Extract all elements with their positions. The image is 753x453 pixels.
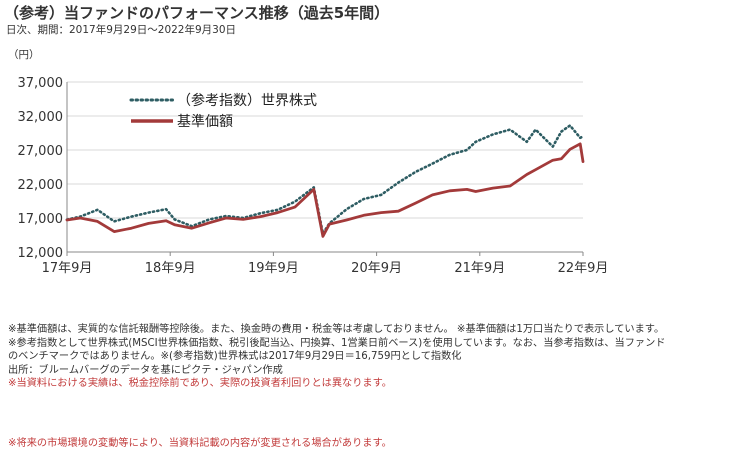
x-tick-label: 18年9月 (145, 261, 196, 276)
x-tick-label: 20年9月 (351, 261, 402, 276)
x-tick-label: 19年9月 (248, 261, 299, 276)
x-tick-labels: 17年9月 18年9月 19年9月 20年9月 21年9月 22年9月 (42, 261, 609, 276)
y-axis-unit-label: （円） (8, 49, 40, 61)
y-tick-label: 27,000 (18, 144, 64, 159)
legend-label-benchmark: （参考指数）世界株式 (177, 92, 317, 109)
y-tick-labels: 12,000 17,000 22,000 27,000 32,000 37,000 (18, 76, 64, 261)
footnote-line: ※参考指数として世界株式(MSCI世界株価指数、税引後配当込、円換算、1営業日前… (8, 337, 666, 349)
performance-chart: 12,000 17,000 22,000 27,000 32,000 37,000 17年… (18, 76, 609, 276)
chart-axes (66, 82, 584, 256)
y-tick-label: 37,000 (18, 76, 64, 91)
y-tick-label: 17,000 (18, 212, 64, 227)
y-tick-label: 32,000 (18, 110, 64, 125)
footnote-line: のベンチマークではありません。※(参考指数)世界株式は2017年9月29日＝16… (8, 351, 462, 363)
nav-series-line (65, 142, 585, 238)
x-tick-label: 17年9月 (42, 261, 93, 276)
x-tick-label: 21年9月 (454, 261, 505, 276)
footer-disclaimer: ※将来の市場環境の変動等により、当資料記載の内容が変更される場合があります。 (8, 438, 392, 449)
y-tick-label: 12,000 (18, 246, 64, 261)
footnote-red: ※当資料における実績は、税金控除前であり、実際の投資者利回りとは異なります。 (8, 378, 392, 390)
chart-legend: （参考指数）世界株式 基準価額 (129, 92, 317, 130)
legend-label-nav: 基準価額 (177, 113, 233, 130)
chart-period-subtitle: 日次、期間：2017年9月29日～2022年9月30日 (6, 24, 237, 36)
x-tick-label: 22年9月 (558, 261, 609, 276)
benchmark-series-line (65, 124, 585, 235)
footnote-line: ※基準価額は、実質的な信託報酬等控除後。また、換金時の費用・税金等は考慮しており… (8, 324, 665, 335)
footnote-line: 出所：ブルームバーグのデータを基にピクテ・ジャパン作成 (8, 364, 283, 376)
chart-series (65, 124, 585, 238)
footnotes: ※基準価額は、実質的な信託報酬等控除後。また、換金時の費用・税金等は考慮しており… (8, 323, 748, 391)
chart-grid (67, 81, 583, 219)
page-title: （参考）当ファンドのパフォーマンス推移（過去5年間） (4, 4, 390, 22)
y-tick-label: 22,000 (18, 178, 64, 193)
